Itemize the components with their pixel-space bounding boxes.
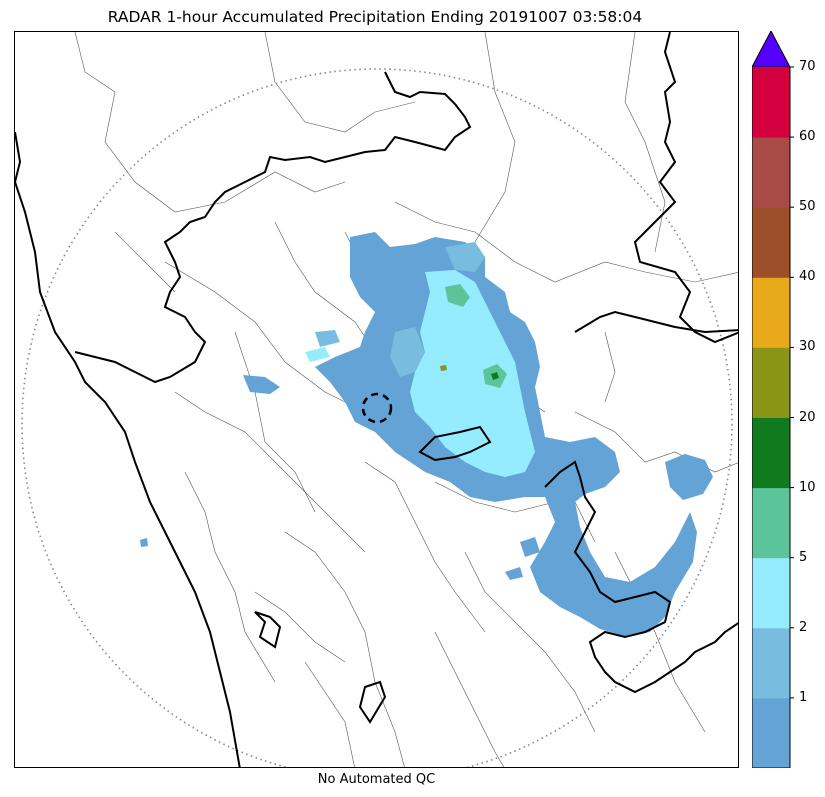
colorbar-tick-label: 1 [799, 689, 808, 705]
colorbar-segment [752, 347, 790, 418]
colorbar [752, 31, 794, 768]
colorbar-tick-label: 30 [799, 339, 816, 355]
colorbar-segment [752, 67, 790, 138]
map-canvas [15, 32, 738, 767]
colorbar-tick-label: 70 [799, 59, 816, 74]
colorbar-tick-label: 60 [799, 129, 816, 145]
colorbar-segment [752, 557, 790, 629]
colorbar-segment [752, 417, 790, 489]
colorbar-segment [752, 487, 790, 559]
colorbar-tick-label: 10 [799, 479, 816, 495]
radar-site-marker [361, 392, 393, 424]
colorbar-tick-label: 40 [799, 269, 816, 285]
radar-map[interactable] [14, 31, 739, 768]
precipitation-field [140, 232, 713, 637]
colorbar-tick-label: 20 [799, 409, 816, 425]
colorbar-segment [752, 137, 790, 208]
chart-title: RADAR 1-hour Accumulated Precipitation E… [107, 8, 643, 26]
colorbar-tick-label: 5 [799, 549, 808, 565]
colorbar-tick-label: 2 [799, 619, 808, 635]
colorbar-canvas [752, 31, 794, 768]
map-caption: No Automated QC [317, 772, 436, 787]
range-ring [21, 68, 733, 767]
colorbar-tick-label: 50 [799, 199, 816, 215]
colorbar-segment [752, 277, 790, 348]
colorbar-segment [752, 207, 790, 278]
colorbar-segment [752, 697, 790, 768]
state-borders [15, 32, 738, 767]
colorbar-segment [752, 627, 790, 699]
colorbar-extend-triangle [752, 31, 791, 68]
